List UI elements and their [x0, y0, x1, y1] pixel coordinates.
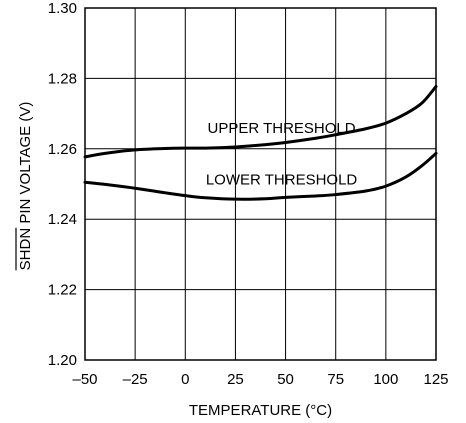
x-tick-label: 125: [423, 371, 448, 388]
y-tick-label: 1.30: [48, 0, 77, 17]
series-annotation: UPPER THRESHOLD: [208, 120, 356, 137]
y-tick-label: 1.20: [48, 352, 77, 369]
x-axis-title: TEMPERATURE (°C): [189, 402, 332, 419]
x-tick-label: –50: [72, 371, 97, 388]
x-tick-label: 25: [227, 371, 244, 388]
x-tick-labels: –50 –25 0 25 50 75 100 125: [72, 371, 448, 388]
y-axis-title-rest: PIN VOLTAGE (V): [17, 102, 34, 228]
series-line: [83, 85, 438, 159]
y-axis-title-overbar-part: SHDN: [17, 228, 34, 271]
series-annotation: LOWER THRESHOLD: [206, 172, 358, 189]
x-tick-label: 0: [181, 371, 189, 388]
series-annotations: UPPER THRESHOLD LOWER THRESHOLD: [206, 120, 358, 189]
x-tick-label: 75: [327, 371, 344, 388]
y-tick-label: 1.28: [48, 70, 77, 87]
x-tick-label: 100: [373, 371, 398, 388]
y-tick-label: 1.26: [48, 141, 77, 158]
x-tick-label: –25: [123, 371, 148, 388]
y-tick-labels: 1.20 1.22 1.24 1.26 1.28 1.30: [48, 0, 77, 369]
plot-frame: [84, 7, 437, 361]
x-tick-label: 50: [277, 371, 294, 388]
y-tick-label: 1.24: [48, 211, 77, 228]
y-axis-title: SHDN PIN VOLTAGE (V): [17, 102, 34, 271]
series-line: [83, 151, 438, 201]
series-curves: [83, 85, 438, 201]
y-tick-label: 1.22: [48, 282, 77, 299]
